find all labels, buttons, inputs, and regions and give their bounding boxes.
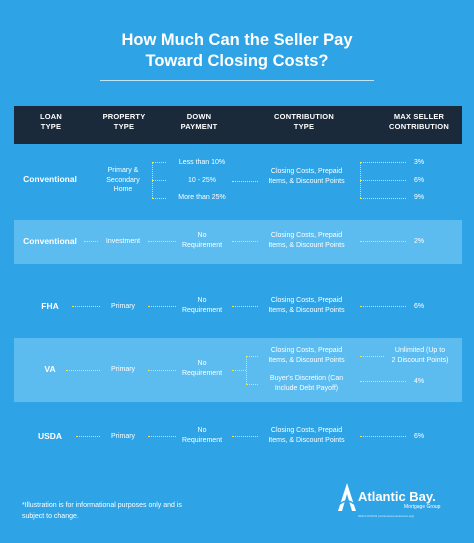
max-contribution-value: 6% (413, 433, 425, 440)
loan-type: Conventional (23, 236, 77, 246)
property-type: Primary (110, 433, 136, 440)
connector-dots (246, 384, 258, 385)
connector-dots (360, 162, 406, 163)
max-contribution-value: 3% (413, 159, 425, 166)
header-contribution-type: CONTRIBUTION TYPE (274, 112, 334, 131)
down-payment: No Requirement (181, 232, 223, 249)
property-type: Primary (110, 303, 136, 310)
connector-dots (152, 180, 166, 181)
logo-name: Atlantic Bay. (358, 489, 436, 504)
contribution-type: Closing Costs, Prepaid Items, & Discount… (268, 427, 345, 444)
header-loan-type: LOAN TYPE (39, 112, 63, 131)
down-payment: No Requirement (181, 427, 223, 444)
max-contribution-value: Unlimited (Up to 2 Discount Points) (391, 347, 449, 364)
connector-dots (232, 370, 246, 371)
row-fha: FHA Primary No Requirement Closing Costs… (14, 278, 462, 334)
property-type: Investment (105, 238, 141, 245)
down-payment-option: 10 - 25% (187, 177, 217, 184)
row-conventional-investment: Conventional Investment No Requirement C… (14, 220, 462, 264)
loan-type: Conventional (23, 174, 77, 184)
connector-dots (246, 356, 247, 384)
loan-type: FHA (41, 301, 59, 311)
connector-dots (66, 370, 100, 371)
title-line-1: How Much Can the Seller Pay (121, 31, 353, 49)
header-max-seller-contribution: MAX SELLER CONTRIBUTION (389, 112, 449, 131)
connector-dots (148, 306, 176, 307)
contribution-type: Closing Costs, Prepaid Items, & Discount… (268, 297, 345, 314)
connector-dots (360, 198, 406, 199)
page-title: How Much Can the Seller Pay Toward Closi… (0, 30, 474, 72)
max-contribution-value: 6% (413, 177, 425, 184)
connector-dots (232, 241, 258, 242)
row-usda: USDA Primary No Requirement Closing Cost… (14, 410, 462, 466)
contribution-type: Closing Costs, Prepaid Items, & Discount… (268, 168, 345, 185)
connector-dots (76, 436, 100, 437)
down-payment: No Requirement (181, 297, 223, 314)
connector-dots (360, 381, 406, 382)
connector-dots (148, 241, 176, 242)
contribution-type: Closing Costs, Prepaid Items, & Discount… (268, 232, 345, 249)
down-payment: No Requirement (181, 360, 223, 377)
connector-dots (232, 436, 258, 437)
max-contribution-value: 4% (413, 378, 425, 385)
connector-dots (152, 162, 166, 163)
max-contribution-value: 2% (413, 238, 425, 245)
connector-dots (360, 180, 406, 181)
connector-dots (72, 306, 100, 307)
connector-dots (360, 162, 361, 198)
loan-type: USDA (37, 431, 63, 441)
logo-subtitle: Mortgage Group (404, 504, 441, 510)
table-header: LOAN TYPE PROPERTY TYPE DOWN PAYMENT CON… (14, 106, 462, 144)
property-type: Primary (110, 366, 136, 373)
row-conventional-primary: Conventional Primary & Secondary Home Le… (14, 146, 462, 218)
connector-dots (84, 241, 98, 242)
connector-dots (360, 356, 384, 357)
connector-dots (148, 436, 176, 437)
header-property-type: PROPERTY TYPE (102, 112, 146, 131)
connector-dots (232, 181, 258, 182)
connector-dots (360, 436, 406, 437)
connector-dots (360, 241, 406, 242)
max-contribution-value: 6% (413, 303, 425, 310)
connector-dots (232, 306, 258, 307)
max-contribution-value: 9% (413, 194, 425, 201)
connector-dots (148, 370, 176, 371)
connector-dots (152, 198, 166, 199)
logo-mark-icon (338, 483, 356, 511)
atlantic-bay-logo: Atlantic Bay. Mortgage Group NMLS #72043… (334, 480, 464, 530)
footnote: *Illustration is for informational purpo… (22, 502, 182, 520)
connector-dots (246, 356, 258, 357)
down-payment-option: Less than 10% (178, 159, 226, 166)
header-down-payment: DOWN PAYMENT (180, 112, 218, 131)
title-divider (100, 80, 374, 81)
loan-type: VA (44, 364, 56, 374)
row-va: VA Primary No Requirement Closing Costs,… (14, 338, 462, 402)
property-type: Primary & Secondary Home (106, 167, 140, 193)
down-payment-option: More than 25% (178, 194, 226, 201)
connector-dots (360, 306, 406, 307)
contribution-type: Buyer's Discretion (Can Include Debt Pay… (269, 375, 344, 392)
title-line-2: Toward Closing Costs? (145, 52, 329, 70)
logo-fine-print: NMLS #72043 (nmlsconsumeraccess.org) (358, 514, 415, 518)
contribution-type: Closing Costs, Prepaid Items, & Discount… (268, 347, 345, 364)
